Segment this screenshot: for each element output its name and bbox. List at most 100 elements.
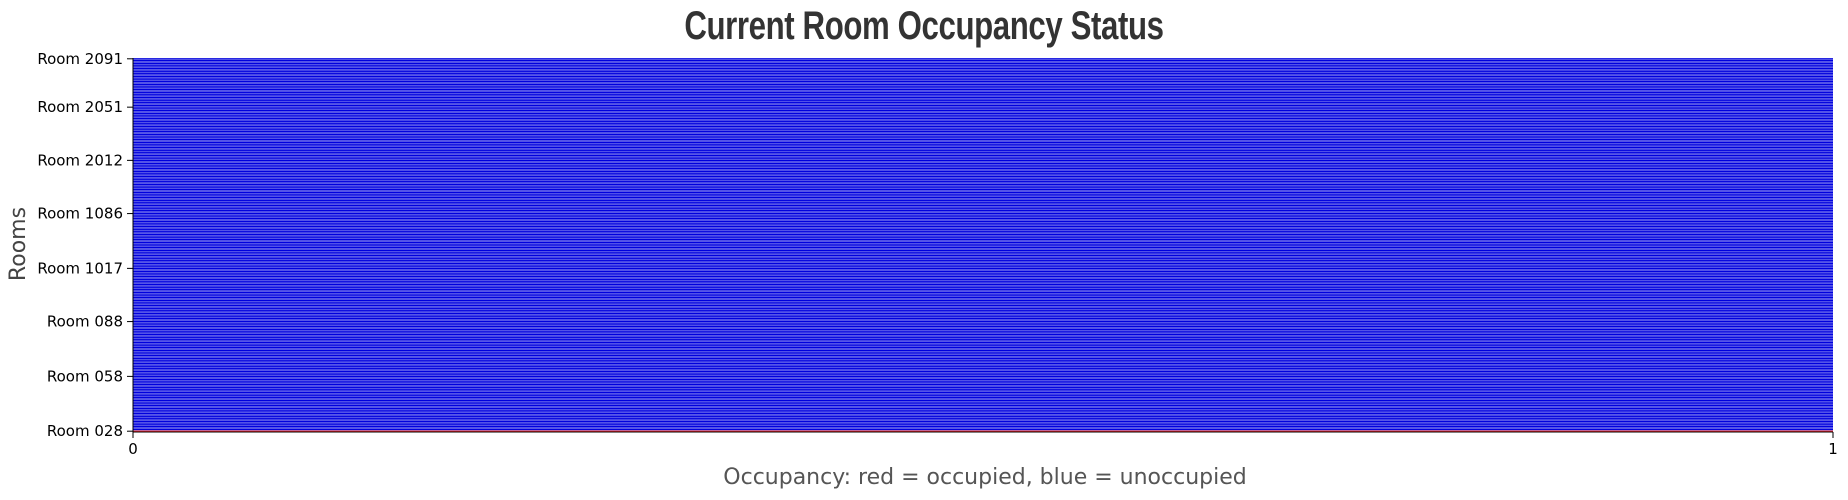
bar-unoccupied	[133, 256, 1833, 258]
y-tick-label: Room 1017	[37, 259, 123, 277]
bar-unoccupied	[133, 188, 1833, 191]
bar-unoccupied	[133, 220, 1833, 223]
bar-unoccupied	[133, 233, 1833, 236]
bar-unoccupied	[133, 254, 1833, 257]
bar-unoccupied	[133, 209, 1833, 211]
bar-unoccupied	[133, 90, 1833, 92]
bar-unoccupied	[133, 174, 1833, 176]
bar-unoccupied	[133, 88, 1833, 91]
bar-unoccupied	[133, 367, 1833, 369]
bar-unoccupied	[133, 79, 1833, 81]
bar-unoccupied	[133, 216, 1833, 218]
bar-unoccupied	[133, 348, 1833, 350]
bar-unoccupied	[133, 150, 1833, 152]
bar-unoccupied	[133, 293, 1833, 295]
bar-unoccupied	[133, 290, 1833, 292]
bar-unoccupied	[133, 303, 1833, 305]
bar-unoccupied	[133, 301, 1833, 303]
bar-unoccupied	[133, 287, 1833, 289]
bar-unoccupied	[133, 92, 1833, 94]
bar-unoccupied	[133, 390, 1833, 392]
bar-unoccupied	[133, 106, 1833, 108]
bar-unoccupied	[133, 137, 1833, 139]
bar-unoccupied	[133, 411, 1833, 413]
bar-unoccupied	[133, 62, 1833, 65]
bar-unoccupied	[133, 83, 1833, 86]
bar-unoccupied	[133, 337, 1833, 339]
bar-unoccupied	[133, 177, 1833, 179]
bar-unoccupied	[133, 127, 1833, 129]
bar-unoccupied	[133, 164, 1833, 166]
axes-group: Room 028 Room 058 Room 088 Room 1017 Room 10…	[37, 50, 1837, 458]
bar-unoccupied	[133, 161, 1833, 163]
bar-unoccupied	[133, 358, 1833, 360]
bar-unoccupied	[133, 343, 1833, 345]
bar-unoccupied	[133, 308, 1833, 310]
x-tick-label: 0	[128, 440, 138, 458]
bar-unoccupied	[133, 279, 1833, 281]
bar-unoccupied	[133, 185, 1833, 187]
bar-unoccupied	[133, 211, 1833, 213]
bar-unoccupied	[133, 229, 1833, 231]
bar-unoccupied	[133, 132, 1833, 134]
bar-unoccupied	[133, 206, 1833, 208]
bar-unoccupied	[133, 117, 1833, 120]
bar-unoccupied	[133, 159, 1833, 162]
bar-unoccupied	[133, 338, 1833, 340]
bar-unoccupied	[133, 190, 1833, 192]
bar-unoccupied	[133, 145, 1833, 147]
bar-unoccupied	[133, 314, 1833, 316]
bar-unoccupied	[133, 346, 1833, 349]
bar-unoccupied	[133, 333, 1833, 336]
bar-unoccupied	[133, 104, 1833, 107]
bar-unoccupied	[133, 283, 1833, 286]
bar-unoccupied	[133, 403, 1833, 405]
bar-unoccupied	[133, 141, 1833, 144]
bar-unoccupied	[133, 285, 1833, 287]
bar-unoccupied	[133, 187, 1833, 189]
bar-unoccupied	[133, 298, 1833, 300]
bar-unoccupied	[133, 96, 1833, 99]
bar-unoccupied	[133, 262, 1833, 265]
y-tick-label: Room 028	[47, 422, 123, 440]
bar-unoccupied	[133, 261, 1833, 263]
bar-unoccupied	[133, 111, 1833, 113]
bar-unoccupied	[133, 222, 1833, 224]
bar-unoccupied	[133, 66, 1833, 68]
bar-unoccupied	[133, 340, 1833, 342]
bars-group	[133, 58, 1833, 432]
bar-unoccupied	[133, 95, 1833, 97]
y-tick-label: Room 2091	[37, 50, 123, 68]
bar-unoccupied	[133, 148, 1833, 150]
bar-unoccupied	[133, 311, 1833, 313]
bar-unoccupied	[133, 208, 1833, 210]
bar-unoccupied	[133, 332, 1833, 334]
bar-unoccupied	[133, 383, 1833, 386]
bar-unoccupied	[133, 393, 1833, 395]
bar-unoccupied	[133, 109, 1833, 112]
bar-unoccupied	[133, 74, 1833, 76]
bar-unoccupied	[133, 238, 1833, 241]
bar-unoccupied	[133, 291, 1833, 294]
bar-unoccupied	[133, 129, 1833, 131]
bar-unoccupied	[133, 77, 1833, 79]
bar-unoccupied	[133, 324, 1833, 326]
bar-unoccupied	[133, 179, 1833, 181]
bar-unoccupied	[133, 253, 1833, 255]
bar-unoccupied	[133, 398, 1833, 400]
bar-unoccupied	[133, 72, 1833, 74]
bar-unoccupied	[133, 299, 1833, 302]
bar-unoccupied	[133, 182, 1833, 184]
bar-unoccupied	[133, 275, 1833, 278]
bar-unoccupied	[133, 377, 1833, 379]
bar-unoccupied	[133, 420, 1833, 423]
bar-unoccupied	[133, 169, 1833, 171]
bar-unoccupied	[133, 425, 1833, 428]
bar-unoccupied	[133, 243, 1833, 245]
bar-unoccupied	[133, 267, 1833, 270]
x-tick-label: 1	[1828, 440, 1838, 458]
bar-unoccupied	[133, 309, 1833, 311]
bar-unoccupied	[133, 61, 1833, 63]
bar-unoccupied	[133, 328, 1833, 331]
bar-unoccupied	[133, 406, 1833, 408]
